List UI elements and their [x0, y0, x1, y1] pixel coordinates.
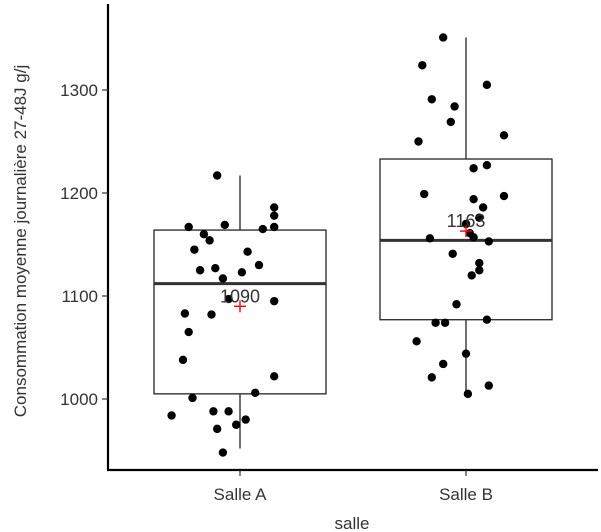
data-point — [178, 355, 188, 365]
data-point — [213, 171, 222, 180]
data-point — [452, 300, 461, 309]
data-point — [243, 247, 252, 256]
data-point — [270, 222, 279, 232]
box-group-1: 1163 — [379, 33, 553, 399]
data-point — [440, 318, 450, 327]
y-tick-label: 1100 — [61, 287, 98, 306]
data-point — [467, 271, 476, 280]
data-point — [499, 191, 509, 201]
data-point — [241, 415, 250, 424]
mean-label: 1090 — [220, 286, 260, 306]
data-point — [412, 337, 421, 346]
data-point — [469, 194, 478, 204]
data-point — [199, 230, 209, 239]
data-point — [461, 219, 471, 229]
data-point — [270, 211, 279, 220]
data-point — [482, 160, 492, 170]
data-point — [414, 137, 423, 146]
data-point — [475, 213, 484, 222]
data-point — [461, 349, 471, 358]
data-point — [190, 245, 199, 254]
data-point — [251, 388, 260, 398]
data-point — [213, 424, 222, 434]
axes: 1000 1100 1200 1300 Salle A Salle B — [60, 4, 598, 504]
data-point — [184, 327, 193, 337]
data-point — [224, 407, 233, 416]
y-tick-label: 1300 — [60, 81, 98, 100]
data-point — [254, 260, 264, 270]
data-point — [195, 266, 205, 275]
data-point — [420, 189, 429, 199]
data-point — [478, 203, 488, 212]
data-point — [211, 263, 220, 273]
data-point — [180, 309, 190, 318]
data-point — [425, 234, 435, 243]
x-tick-label: Salle B — [439, 485, 493, 504]
data-point — [218, 448, 228, 457]
y-tick-label: 1200 — [60, 184, 98, 203]
y-axis-title: Consommation moyenne journalière 27-48J … — [11, 65, 30, 417]
data-point — [188, 393, 197, 403]
data-point — [184, 222, 193, 232]
data-point — [484, 237, 493, 246]
data-point — [427, 373, 436, 382]
data-point — [463, 389, 473, 399]
data-point — [224, 294, 233, 304]
data-point — [205, 236, 214, 245]
data-point — [270, 296, 279, 306]
data-point — [270, 203, 279, 212]
data-point — [220, 220, 229, 230]
data-point — [439, 359, 448, 369]
mean-marker — [460, 225, 472, 238]
data-point — [258, 224, 267, 234]
data-point — [482, 315, 492, 324]
data-point — [475, 266, 484, 275]
x-tick-label: Salle A — [214, 485, 268, 504]
data-point — [237, 268, 247, 277]
data-point — [232, 420, 241, 429]
data-point — [484, 381, 493, 390]
data-point — [427, 95, 436, 104]
data-point — [270, 372, 279, 381]
data-point — [475, 258, 484, 268]
data-point — [209, 407, 218, 416]
mean-label: 1163 — [447, 211, 486, 231]
data-point — [207, 310, 216, 319]
x-axis-title: salle — [335, 514, 370, 532]
mean-marker — [234, 300, 246, 313]
y-tick-label: 1000 — [60, 390, 98, 409]
data-point — [167, 411, 176, 420]
data-point — [218, 274, 228, 283]
data-point — [482, 80, 492, 90]
data-point — [431, 318, 440, 327]
box-group-0: 1090 — [153, 171, 327, 457]
data-point — [418, 61, 427, 70]
plot-area: 1090 1163 — [153, 33, 553, 457]
data-point — [469, 164, 478, 173]
data-point — [446, 117, 455, 127]
data-point — [448, 249, 457, 258]
data-point — [439, 33, 448, 42]
data-point — [450, 102, 459, 111]
data-point — [499, 131, 509, 140]
